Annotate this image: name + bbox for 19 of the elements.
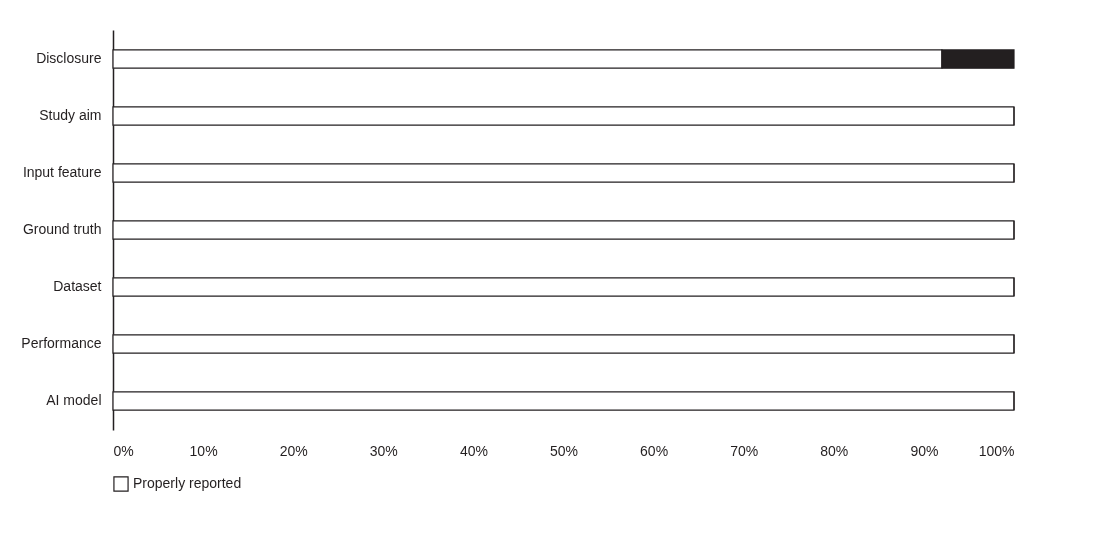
x-tick-label: 70%	[730, 442, 759, 459]
x-tick-label: 90%	[910, 442, 939, 459]
x-tick-label: 80%	[820, 442, 849, 459]
x-tick-label: 40%	[459, 442, 488, 459]
x-tick-label: 20%	[279, 442, 308, 459]
y-tick-label: Input feature	[22, 164, 102, 181]
x-tick-label: 50%	[549, 442, 579, 459]
x-tick-label: 60%	[640, 442, 669, 459]
y-tick-label: AI model	[46, 391, 102, 408]
y-tick-label: Ground truth	[22, 221, 102, 237]
x-tick-label: 30%	[369, 442, 398, 459]
x-tick-label: 0%	[113, 442, 134, 459]
y-tick-label: Dataset	[53, 277, 102, 294]
y-tick-label: Performance	[21, 334, 102, 351]
y-tick-label: Disclosure	[36, 50, 102, 67]
y-tick-label: Study aim	[39, 107, 102, 124]
x-tick-label: 100%	[978, 442, 1015, 459]
x-tick-label: 10%	[189, 442, 218, 459]
legend-label: Properly reported	[133, 475, 242, 491]
